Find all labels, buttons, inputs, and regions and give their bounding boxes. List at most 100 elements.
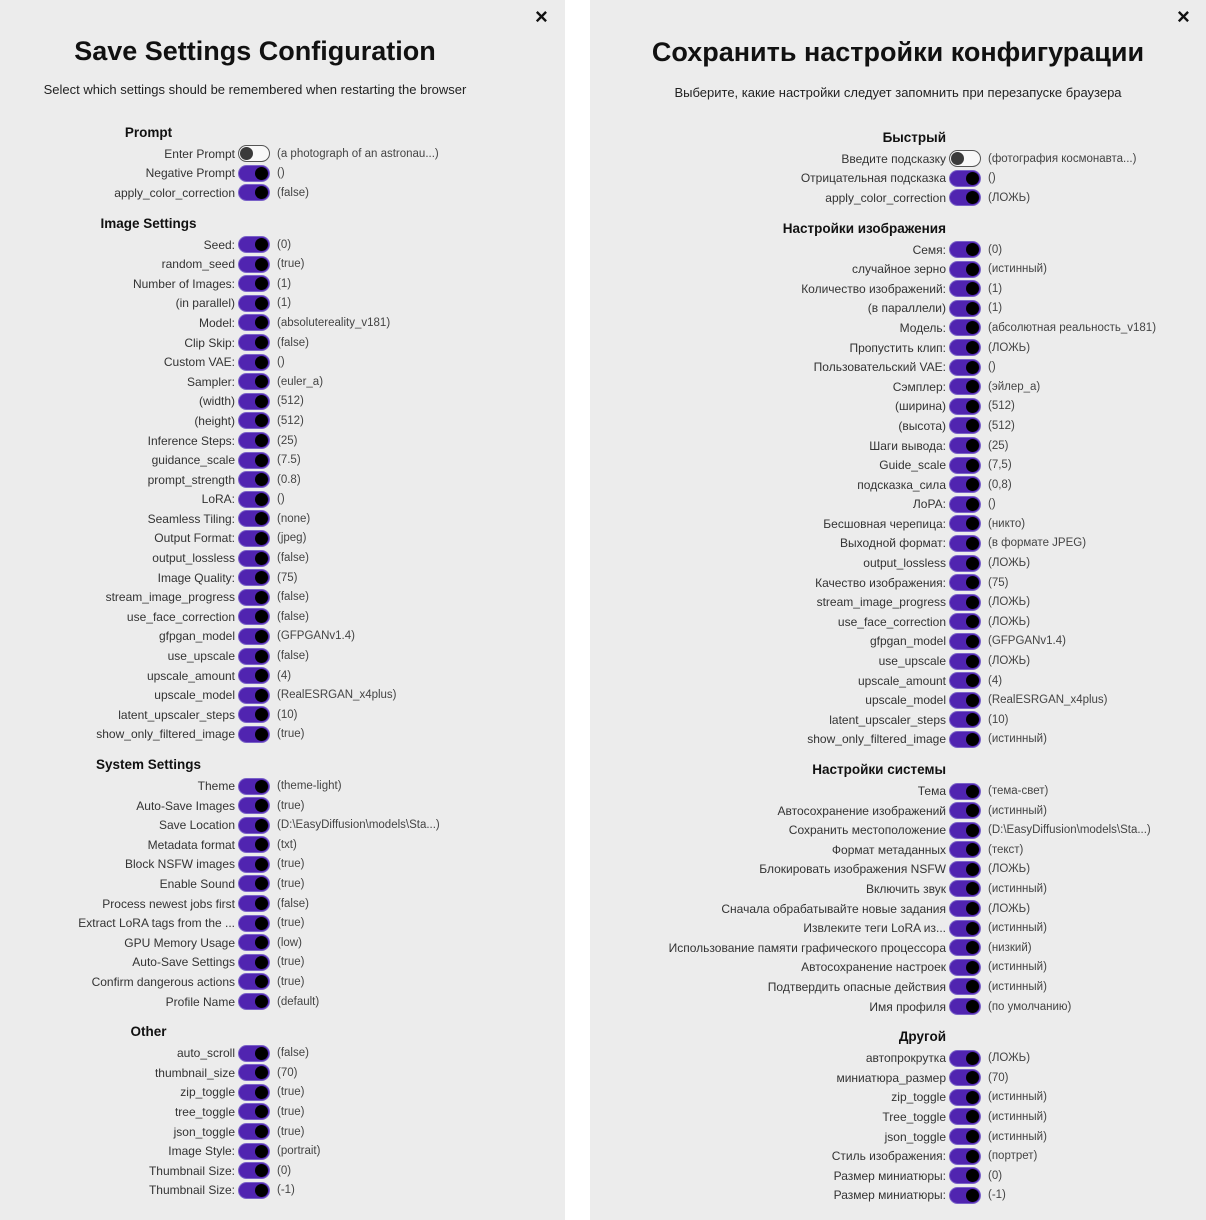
remember-toggle[interactable]: [949, 189, 981, 207]
remember-toggle[interactable]: [238, 953, 270, 971]
remember-toggle[interactable]: [949, 860, 981, 878]
remember-toggle[interactable]: [238, 1044, 270, 1062]
remember-toggle[interactable]: [238, 836, 270, 854]
remember-toggle[interactable]: [238, 334, 270, 352]
remember-toggle[interactable]: [238, 1162, 270, 1180]
remember-toggle[interactable]: [949, 782, 981, 800]
remember-toggle[interactable]: [238, 934, 270, 952]
remember-toggle[interactable]: [949, 476, 981, 494]
remember-toggle[interactable]: [949, 919, 981, 937]
remember-toggle[interactable]: [949, 260, 981, 278]
remember-toggle[interactable]: [949, 711, 981, 729]
remember-toggle[interactable]: [949, 998, 981, 1016]
remember-toggle[interactable]: [949, 150, 981, 168]
remember-toggle[interactable]: [238, 275, 270, 293]
remember-toggle[interactable]: [238, 1064, 270, 1082]
remember-toggle[interactable]: [949, 456, 981, 474]
remember-toggle[interactable]: [238, 914, 270, 932]
remember-toggle[interactable]: [238, 973, 270, 991]
remember-toggle[interactable]: [238, 706, 270, 724]
remember-toggle[interactable]: [238, 314, 270, 332]
remember-toggle[interactable]: [238, 373, 270, 391]
remember-toggle[interactable]: [238, 164, 270, 182]
remember-toggle[interactable]: [949, 821, 981, 839]
remember-toggle[interactable]: [238, 725, 270, 743]
remember-toggle[interactable]: [949, 554, 981, 572]
remember-toggle[interactable]: [949, 319, 981, 337]
remember-toggle[interactable]: [238, 1181, 270, 1199]
remember-toggle[interactable]: [238, 412, 270, 430]
remember-toggle[interactable]: [949, 495, 981, 513]
remember-toggle[interactable]: [949, 397, 981, 415]
remember-toggle[interactable]: [949, 1186, 981, 1204]
remember-toggle[interactable]: [949, 652, 981, 670]
remember-toggle[interactable]: [949, 280, 981, 298]
remember-toggle[interactable]: [238, 895, 270, 913]
remember-toggle[interactable]: [949, 299, 981, 317]
close-icon[interactable]: ×: [535, 4, 548, 29]
remember-toggle[interactable]: [949, 900, 981, 918]
remember-toggle[interactable]: [238, 855, 270, 873]
remember-toggle[interactable]: [238, 667, 270, 685]
remember-toggle[interactable]: [949, 241, 981, 259]
remember-toggle[interactable]: [238, 797, 270, 815]
remember-toggle[interactable]: [238, 255, 270, 273]
remember-toggle[interactable]: [238, 451, 270, 469]
remember-toggle[interactable]: [238, 490, 270, 508]
remember-toggle[interactable]: [949, 417, 981, 435]
remember-toggle[interactable]: [238, 392, 270, 410]
remember-toggle[interactable]: [238, 777, 270, 795]
remember-toggle[interactable]: [949, 1108, 981, 1126]
remember-toggle[interactable]: [949, 1069, 981, 1087]
remember-toggle[interactable]: [238, 569, 270, 587]
remember-toggle[interactable]: [238, 875, 270, 893]
close-icon[interactable]: ×: [1177, 4, 1190, 29]
remember-toggle[interactable]: [949, 534, 981, 552]
remember-toggle[interactable]: [949, 169, 981, 187]
remember-toggle[interactable]: [949, 672, 981, 690]
remember-toggle[interactable]: [949, 358, 981, 376]
remember-toggle[interactable]: [949, 515, 981, 533]
remember-toggle[interactable]: [949, 802, 981, 820]
remember-toggle[interactable]: [949, 1167, 981, 1185]
remember-toggle[interactable]: [949, 574, 981, 592]
remember-toggle[interactable]: [238, 627, 270, 645]
remember-toggle[interactable]: [238, 145, 270, 163]
remember-toggle[interactable]: [238, 510, 270, 528]
remember-toggle[interactable]: [238, 353, 270, 371]
remember-toggle[interactable]: [949, 958, 981, 976]
remember-toggle[interactable]: [238, 294, 270, 312]
remember-toggle[interactable]: [238, 432, 270, 450]
remember-toggle[interactable]: [949, 1088, 981, 1106]
remember-toggle[interactable]: [949, 1147, 981, 1165]
remember-toggle[interactable]: [238, 184, 270, 202]
remember-toggle[interactable]: [238, 1083, 270, 1101]
remember-toggle[interactable]: [949, 691, 981, 709]
remember-toggle[interactable]: [949, 1128, 981, 1146]
remember-toggle[interactable]: [949, 339, 981, 357]
remember-toggle[interactable]: [949, 632, 981, 650]
remember-toggle[interactable]: [949, 593, 981, 611]
remember-toggle[interactable]: [949, 1049, 981, 1067]
remember-toggle[interactable]: [949, 730, 981, 748]
remember-toggle[interactable]: [238, 549, 270, 567]
remember-toggle[interactable]: [949, 939, 981, 957]
remember-toggle[interactable]: [238, 529, 270, 547]
remember-toggle[interactable]: [949, 613, 981, 631]
remember-toggle[interactable]: [238, 1142, 270, 1160]
remember-toggle[interactable]: [949, 378, 981, 396]
remember-toggle[interactable]: [949, 841, 981, 859]
remember-toggle[interactable]: [238, 1123, 270, 1141]
remember-toggle[interactable]: [238, 816, 270, 834]
remember-toggle[interactable]: [238, 686, 270, 704]
remember-toggle[interactable]: [238, 1103, 270, 1121]
remember-toggle[interactable]: [949, 880, 981, 898]
remember-toggle[interactable]: [238, 588, 270, 606]
remember-toggle[interactable]: [238, 236, 270, 254]
remember-toggle[interactable]: [238, 471, 270, 489]
remember-toggle[interactable]: [238, 647, 270, 665]
remember-toggle[interactable]: [238, 993, 270, 1011]
remember-toggle[interactable]: [238, 608, 270, 626]
remember-toggle[interactable]: [949, 978, 981, 996]
remember-toggle[interactable]: [949, 437, 981, 455]
